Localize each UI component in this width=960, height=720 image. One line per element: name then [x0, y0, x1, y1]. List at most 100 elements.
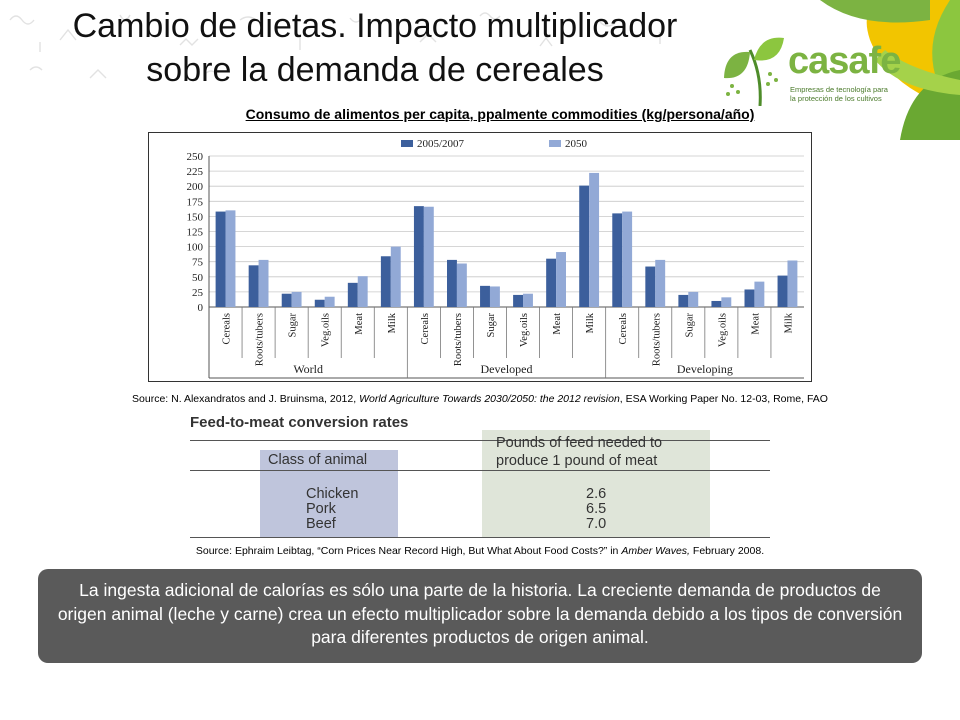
category-label: Sugar [486, 313, 497, 338]
bar-2005-2007 [678, 294, 689, 307]
bar-2050 [291, 291, 302, 307]
feed-beef: 7.0 [586, 516, 607, 532]
y-tick-label: 100 [187, 242, 204, 254]
bar-2005-2007 [447, 259, 457, 307]
bar-2050 [357, 276, 368, 307]
legend-label: 2050 [565, 138, 588, 150]
category-label: Cereals [618, 313, 629, 345]
animal-column-bg [260, 450, 398, 538]
bar-2005-2007 [413, 206, 424, 307]
source-citation-leibtag: Source: Ephraim Leibtag, “Corn Prices Ne… [0, 545, 960, 557]
feed-pork: 6.5 [586, 501, 607, 517]
bar-2005-2007 [314, 299, 325, 307]
bar-2005-2007 [777, 275, 788, 307]
table-bottom-rule [190, 537, 770, 538]
category-label: Meat [750, 313, 761, 335]
sprout-icon [724, 37, 784, 106]
header-feed-line-1: Pounds of feed needed to [496, 435, 663, 451]
conversion-table: Feed-to-meat conversion rates Class of a… [190, 414, 770, 538]
bar-2050 [556, 252, 566, 307]
logo-tagline-2: la protección de los cultivos [790, 94, 882, 103]
y-tick-label: 125 [187, 227, 204, 239]
title-line-1: Cambio de dietas. Impacto multiplicador [72, 7, 678, 45]
source2-journal: Amber Waves, [621, 545, 690, 557]
group-label: Developed [481, 362, 533, 376]
y-tick-label: 50 [192, 272, 204, 284]
source2-suffix: February 2008. [692, 545, 765, 557]
bar-2005-2007 [513, 294, 524, 307]
category-label: Sugar [288, 313, 299, 338]
bar-2005-2007 [281, 293, 292, 307]
category-label: Roots/tubers [255, 313, 266, 366]
category-label: Milk [387, 312, 398, 333]
category-label: Roots/tubers [453, 313, 464, 366]
y-tick-label: 200 [187, 181, 204, 193]
header-feed: Pounds of feed needed to produce 1 pound… [496, 434, 706, 470]
header-animal: Class of animal [268, 452, 368, 468]
animal-chicken: Chicken [306, 486, 359, 502]
source-citation-fao: Source: N. Alexandratos and J. Bruinsma,… [0, 393, 960, 405]
category-label: Cereals [222, 313, 233, 345]
category-label: Veg.oils [519, 313, 530, 347]
y-tick-label: 75 [192, 257, 204, 269]
bar-2005-2007 [380, 256, 391, 307]
y-tick-label: 150 [187, 211, 204, 223]
bar-2050 [489, 286, 500, 307]
group-label: Developing [677, 362, 733, 376]
bar-2050 [324, 296, 335, 307]
bar-2005-2007 [248, 265, 259, 307]
category-label: Veg.oils [717, 313, 728, 347]
category-label: Meat [354, 313, 365, 335]
table-header-rule [190, 470, 770, 471]
bar-2005-2007 [215, 211, 226, 307]
slide-title: Cambio de dietas. Impacto multiplicador … [0, 4, 750, 92]
group-label: World [293, 362, 323, 376]
y-tick-label: 25 [192, 287, 204, 299]
chart-frame: 0 25 50 75 100 125 150 175 200 225 250 Cereals Roots… [148, 132, 812, 382]
bar-2005-2007 [480, 285, 490, 307]
bar-2005-2007 [645, 266, 656, 307]
bar-2050 [688, 291, 699, 307]
source1-prefix: Source: N. Alexandratos and J. Bruinsma,… [132, 393, 357, 405]
decorative-pattern [9, 12, 661, 79]
bar-2050 [225, 210, 236, 307]
bar-2050 [258, 259, 269, 307]
legend-swatch [549, 140, 561, 147]
legend-label: 2005/2007 [417, 138, 465, 150]
logo-tagline: Empresas de tecnología para la protecció… [790, 85, 930, 103]
conversion-title: Feed-to-meat conversion rates [190, 414, 409, 431]
bar-2005-2007 [347, 282, 358, 307]
bar-2005-2007 [711, 300, 722, 307]
y-tick-label: 225 [187, 166, 204, 178]
bar-2005-2007 [579, 185, 590, 307]
chart-heading: Consumo de alimentos per capita, ppalmen… [245, 106, 755, 122]
y-tick-label: 250 [187, 151, 204, 163]
category-label: Cereals [420, 313, 431, 345]
category-label: Roots/tubers [651, 313, 662, 366]
y-tick-label: 175 [187, 196, 204, 208]
bar-2050 [456, 263, 467, 307]
category-label: Veg.oils [321, 313, 332, 347]
source1-title: World Agriculture Towards 2030/2050: the… [359, 393, 620, 405]
bar-2050 [721, 297, 732, 307]
title-line-2: sobre la demanda de cereales [146, 51, 604, 89]
bar-2050 [655, 259, 666, 307]
animal-beef: Beef [306, 516, 336, 532]
animal-pork: Pork [306, 501, 336, 517]
category-label: Meat [552, 313, 563, 335]
legend-swatch [401, 140, 413, 147]
y-tick-label: 0 [198, 302, 204, 314]
source1-suffix: , ESA Working Paper No. 12-03, Rome, FAO [619, 393, 828, 405]
bar-2050 [523, 293, 533, 307]
casafe-logo: casafe Empresas de tecnología para la pr… [720, 30, 920, 110]
logo-tagline-1: Empresas de tecnología para [790, 85, 888, 94]
logo-name: casafe [788, 40, 901, 82]
bar-2050 [423, 206, 434, 307]
bar-chart: 0 25 50 75 100 125 150 175 200 225 250 Cereals Roots… [187, 138, 804, 379]
leaves-decoration [820, 0, 960, 140]
bar-2050 [390, 246, 401, 307]
bar-2050 [622, 211, 633, 307]
category-label: Milk [585, 312, 596, 333]
feed-chicken: 2.6 [586, 486, 607, 502]
bar-2050 [754, 281, 765, 307]
